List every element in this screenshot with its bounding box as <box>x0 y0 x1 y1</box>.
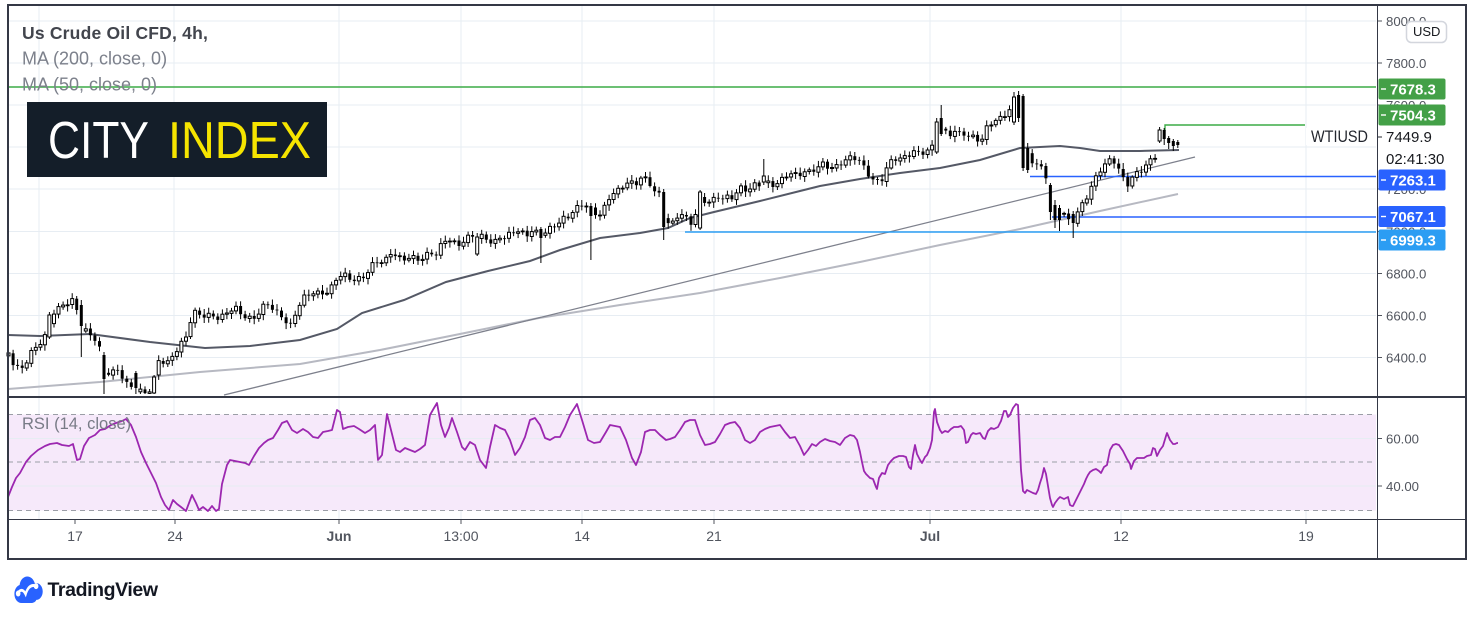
svg-text:6400.0: 6400.0 <box>1386 350 1426 365</box>
svg-text:6800.0: 6800.0 <box>1386 266 1426 281</box>
svg-text:TradingView: TradingView <box>48 579 159 601</box>
svg-text:17: 17 <box>67 528 83 544</box>
svg-text:7800.0: 7800.0 <box>1386 56 1426 71</box>
svg-text:6999.3: 6999.3 <box>1390 233 1436 250</box>
svg-text:Jun: Jun <box>327 528 352 544</box>
svg-text:12: 12 <box>1113 528 1129 544</box>
svg-text:7504.3: 7504.3 <box>1390 108 1436 125</box>
svg-text:21: 21 <box>706 528 722 544</box>
svg-text:USD: USD <box>1413 24 1440 39</box>
svg-text:19: 19 <box>1298 528 1314 544</box>
svg-text:7449.9: 7449.9 <box>1386 129 1432 146</box>
svg-text:INDEX: INDEX <box>168 112 311 170</box>
svg-text:13:00: 13:00 <box>443 528 478 544</box>
svg-text:7067.1: 7067.1 <box>1390 209 1436 226</box>
svg-text:WTIUSD: WTIUSD <box>1311 128 1368 146</box>
svg-text:24: 24 <box>167 528 183 544</box>
svg-text:40.00: 40.00 <box>1386 479 1419 494</box>
svg-text:7678.3: 7678.3 <box>1390 82 1436 99</box>
svg-text:MA (50, close, 0): MA (50, close, 0) <box>22 75 157 95</box>
svg-text:7263.1: 7263.1 <box>1390 173 1436 190</box>
svg-text:14: 14 <box>574 528 590 544</box>
svg-text:RSI (14, close): RSI (14, close) <box>22 415 131 433</box>
svg-text:Jul: Jul <box>920 528 940 544</box>
svg-text:CITY: CITY <box>48 112 149 170</box>
svg-text:Us Crude Oil CFD, 4h,: Us Crude Oil CFD, 4h, <box>22 23 208 43</box>
svg-text:60.00: 60.00 <box>1386 431 1419 446</box>
svg-text:MA (200, close, 0): MA (200, close, 0) <box>22 49 167 69</box>
svg-text:6600.0: 6600.0 <box>1386 308 1426 323</box>
svg-text:02:41:30: 02:41:30 <box>1386 151 1444 168</box>
